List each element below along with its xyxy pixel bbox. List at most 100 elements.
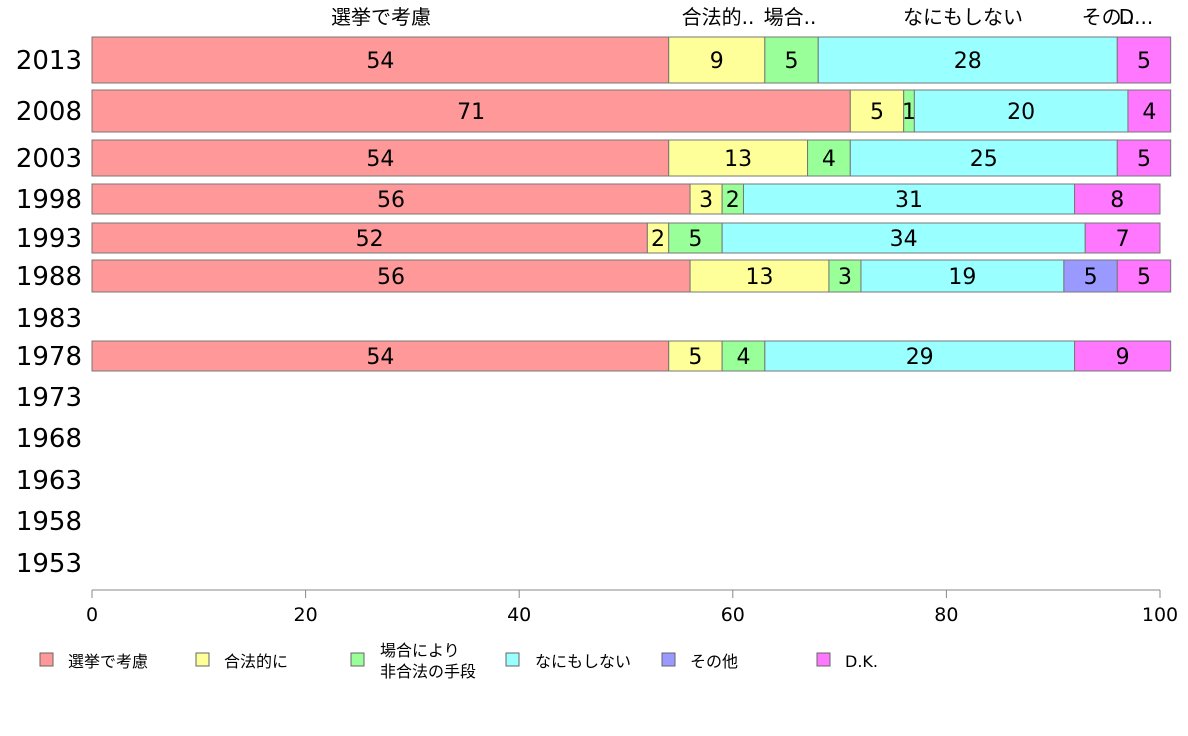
segment-value-label: 3 xyxy=(699,188,713,213)
segment-value-label: 5 xyxy=(785,49,799,74)
bar-segment xyxy=(1084,222,1161,254)
legend-label: 合法的に xyxy=(224,652,288,671)
segment-value-label: 20 xyxy=(1007,100,1035,125)
x-tick-label: 40 xyxy=(507,604,531,626)
segment-value-label: 9 xyxy=(1116,345,1130,370)
top-series-label: その.. xyxy=(1082,5,1135,29)
x-tick-label: 60 xyxy=(721,604,745,626)
segment-value-label: 31 xyxy=(895,188,923,213)
segment-value-label: 54 xyxy=(366,49,394,74)
segment-value-label: 56 xyxy=(377,188,405,213)
segment-value-label: 4 xyxy=(1142,100,1156,125)
bar-segment xyxy=(689,259,830,293)
year-label: 1963 xyxy=(16,466,82,496)
bar-segment xyxy=(689,183,723,215)
bar-segment xyxy=(1116,36,1172,84)
segment-value-label: 5 xyxy=(688,345,702,370)
bar-segment xyxy=(1127,89,1172,133)
legend-label: 場合により xyxy=(380,641,460,660)
top-series-label: なにもしない xyxy=(903,5,1023,29)
bar-segment xyxy=(764,36,819,84)
segment-value-label: 34 xyxy=(890,227,918,252)
bar-segment xyxy=(91,340,670,372)
legend-swatch xyxy=(505,652,520,667)
bar-segment xyxy=(91,89,851,133)
legend-label: その他 xyxy=(690,652,738,671)
segment-value-label: 5 xyxy=(1084,265,1098,290)
legend-label: 選挙で考慮 xyxy=(68,652,148,671)
segment-value-label: 54 xyxy=(366,345,394,370)
segment-value-label: 28 xyxy=(954,49,982,74)
bar-segment xyxy=(1116,259,1172,293)
bar-segment xyxy=(849,89,905,133)
year-label: 1953 xyxy=(16,549,82,579)
legend-label: D.K. xyxy=(845,652,878,671)
segment-value-label: 52 xyxy=(356,227,384,252)
legend-swatch xyxy=(661,652,676,667)
segment-value-label: 5 xyxy=(870,100,884,125)
bar-segment xyxy=(1063,259,1118,293)
year-label: 1968 xyxy=(16,424,82,454)
top-series-label: D... xyxy=(1119,5,1153,29)
legend-swatch xyxy=(816,652,831,667)
top-series-label: 場合.. xyxy=(764,5,817,29)
bar-segment xyxy=(1116,139,1172,177)
segment-value-label: 54 xyxy=(366,147,394,172)
segment-value-label: 13 xyxy=(746,265,774,290)
bar-segment xyxy=(849,139,1118,177)
x-tick-label: 0 xyxy=(86,604,98,626)
top-series-label: 選挙で考慮 xyxy=(331,5,431,29)
legend-swatch xyxy=(350,652,365,667)
year-label: 1993 xyxy=(16,224,82,254)
bar-segment xyxy=(913,89,1129,133)
bar-segment xyxy=(91,259,691,293)
year-label: 1988 xyxy=(16,262,82,292)
bar-segment xyxy=(668,36,766,84)
segment-value-label: 7 xyxy=(1116,227,1130,252)
bar-segment xyxy=(721,340,766,372)
segment-value-label: 5 xyxy=(1137,49,1151,74)
segment-value-label: 2 xyxy=(651,227,665,252)
bar-segment xyxy=(807,139,851,177)
bar-segment xyxy=(1074,183,1161,215)
bar-segment xyxy=(91,36,670,84)
bar-segment xyxy=(860,259,1065,293)
bar-segment xyxy=(1074,340,1172,372)
segment-value-label: 5 xyxy=(1137,147,1151,172)
year-label: 1998 xyxy=(16,185,82,215)
bar-segment xyxy=(828,259,862,293)
bar-segment xyxy=(817,36,1118,84)
bar-segment xyxy=(668,222,723,254)
legend-swatch xyxy=(39,652,54,667)
year-label: 1983 xyxy=(16,304,82,334)
segment-value-label: 25 xyxy=(970,147,998,172)
segment-value-label: 9 xyxy=(710,49,724,74)
bar-segment xyxy=(668,139,809,177)
segment-value-label: 56 xyxy=(377,265,405,290)
segment-value-label: 3 xyxy=(838,265,852,290)
legend-label: なにもしない xyxy=(535,652,631,671)
segment-value-label: 1 xyxy=(902,100,916,125)
segment-value-label: 71 xyxy=(457,100,485,125)
x-tick-label: 80 xyxy=(934,604,958,626)
year-label: 1978 xyxy=(16,342,82,372)
bar-segment xyxy=(91,183,691,215)
year-label: 2003 xyxy=(16,144,82,174)
bar-segment xyxy=(742,183,1076,215)
segment-value-label: 8 xyxy=(1110,188,1124,213)
segment-value-label: 4 xyxy=(822,147,836,172)
segment-value-label: 5 xyxy=(688,227,702,252)
year-label: 2008 xyxy=(16,97,82,127)
bar-segment xyxy=(721,222,1086,254)
segment-value-label: 29 xyxy=(906,345,934,370)
year-label: 1973 xyxy=(16,383,82,413)
bar-segment xyxy=(91,222,648,254)
segment-value-label: 4 xyxy=(736,345,750,370)
legend-label: 非合法の手段 xyxy=(380,662,476,681)
segment-value-label: 2 xyxy=(726,188,740,213)
x-tick-label: 20 xyxy=(294,604,318,626)
segment-value-label: 5 xyxy=(1137,265,1151,290)
x-tick-label: 100 xyxy=(1142,604,1178,626)
legend-swatch xyxy=(195,652,210,667)
